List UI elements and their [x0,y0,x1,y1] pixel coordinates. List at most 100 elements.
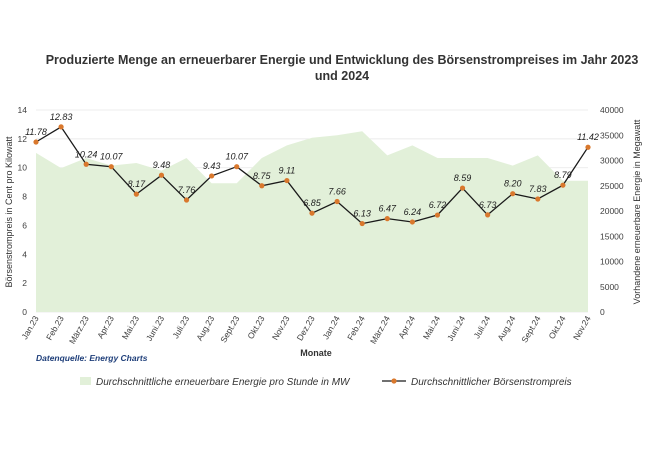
price-label-4: 8.17 [128,179,147,189]
price-label-21: 8.79 [554,170,572,180]
right-tick-5: 25000 [600,181,624,191]
price-point-21 [560,182,566,188]
x-tick-20: Sept.24 [519,314,542,345]
x-tick-19: Aug.24 [495,314,517,343]
right-tick-8: 40000 [600,105,624,115]
right-axis-ticks: 0 5000 10000 15000 20000 25000 30000 35000 40000 [600,105,624,317]
x-tick-4: Mai.23 [120,314,142,341]
price-label-14: 6.47 [379,204,398,214]
x-tick-2: März.23 [67,314,91,346]
left-tick-6: 12 [18,134,28,144]
x-tick-12: Jan.24 [320,314,342,341]
y-axis-left-label: Börsenstrompreis in Cent pro Kilowatt [4,136,14,288]
legend-line-label: Durchschnittlicher Börsenstrompreis [411,377,572,388]
left-tick-1: 2 [22,278,27,288]
price-point-0 [33,139,39,145]
x-tick-7: Aug.23 [194,314,216,343]
x-tick-13: Feb.24 [345,314,367,342]
price-label-0: 11.78 [25,127,47,137]
price-label-10: 9.11 [278,166,295,176]
price-point-5 [158,172,165,178]
area-renewable-energy [36,131,588,312]
price-point-19 [510,191,516,197]
left-tick-5: 10 [18,163,28,173]
price-label-7: 9.43 [203,161,221,171]
price-point-11 [309,210,315,216]
price-point-14 [384,216,390,222]
x-tick-11: Dez.23 [295,314,317,343]
left-tick-2: 4 [22,249,27,259]
price-point-13 [359,220,365,227]
right-tick-7: 35000 [600,130,624,140]
left-tick-4: 8 [22,192,27,202]
price-label-16: 6.72 [429,200,447,210]
x-tick-14: März.24 [368,314,392,346]
right-tick-1: 5000 [600,282,619,292]
price-point-12 [334,198,340,205]
right-tick-6: 30000 [600,156,624,166]
x-axis-label: Monate [300,348,332,358]
x-tick-18: Juli.24 [471,314,492,341]
price-label-17: 8.59 [454,173,472,183]
price-point-4 [133,191,139,197]
x-tick-9: Okt.23 [245,314,266,341]
price-point-15 [409,219,415,225]
x-tick-1: Feb.23 [44,314,66,342]
data-source: Datenquelle: Energy Charts [36,353,148,363]
chart-title-line1: Produzierte Menge an erneuerbarer Energi… [46,53,639,67]
price-label-5: 9.48 [153,160,171,170]
x-tick-15: Apr.24 [396,314,417,341]
y-axis-right-label: Vorhandene erneuerbare Energie in Megawa… [632,119,642,304]
x-tick-22: Nov.24 [571,314,593,342]
price-label-22: 11.42 [577,132,599,142]
x-tick-5: Juni.23 [144,314,167,343]
price-label-13: 6.13 [353,209,371,219]
x-tick-8: Sept.23 [218,314,241,345]
price-label-3: 10.07 [100,152,124,162]
price-point-9 [259,183,265,189]
x-tick-16: Mai.24 [421,314,443,341]
right-tick-4: 20000 [600,206,624,216]
chart-title-line2: und 2024 [315,69,369,83]
price-point-18 [485,212,491,218]
price-point-8 [234,164,240,170]
price-label-19: 8.20 [504,179,522,189]
x-axis-ticks: Jan.23 Feb.23 März.23 Apr.23 Mai.23 Juni.23 Ju… [19,314,593,346]
price-label-2: 10.24 [75,149,98,159]
price-label-6: 7.76 [178,185,196,195]
x-tick-0: Jan.23 [19,314,41,341]
price-label-12: 7.66 [328,186,346,196]
left-axis-ticks: 0 2 4 6 8 10 12 14 [18,105,28,317]
price-point-10 [284,177,290,184]
x-tick-10: Nov.23 [270,314,292,342]
price-point-6 [183,197,190,203]
left-tick-7: 14 [18,105,28,115]
price-label-8: 10.07 [225,152,249,162]
price-label-15: 6.24 [404,207,422,217]
legend: Durchschnittliche erneuerbare Energie pr… [80,377,572,388]
legend-area-label: Durchschnittliche erneuerbare Energie pr… [96,377,351,388]
area-layer [36,131,588,312]
legend-area-swatch [80,377,91,385]
price-point-22 [585,144,591,150]
price-label-1: 12.83 [50,112,73,122]
right-tick-3: 15000 [600,231,624,241]
left-tick-0: 0 [22,307,27,317]
price-point-1 [58,124,64,130]
price-label-18: 6.73 [479,200,497,210]
price-point-20 [535,196,541,202]
price-point-3 [108,164,114,170]
legend-line-marker [391,378,397,384]
right-tick-2: 10000 [600,257,624,267]
price-label-11: 6.85 [303,198,322,208]
price-label-9: 8.75 [253,171,272,181]
left-tick-3: 6 [22,220,27,230]
x-tick-3: Apr.23 [95,314,116,341]
right-tick-0: 0 [600,307,605,317]
price-label-20: 7.83 [529,184,547,194]
price-point-7 [209,173,215,179]
price-point-17 [459,185,466,191]
x-tick-21: Okt.24 [546,314,567,341]
